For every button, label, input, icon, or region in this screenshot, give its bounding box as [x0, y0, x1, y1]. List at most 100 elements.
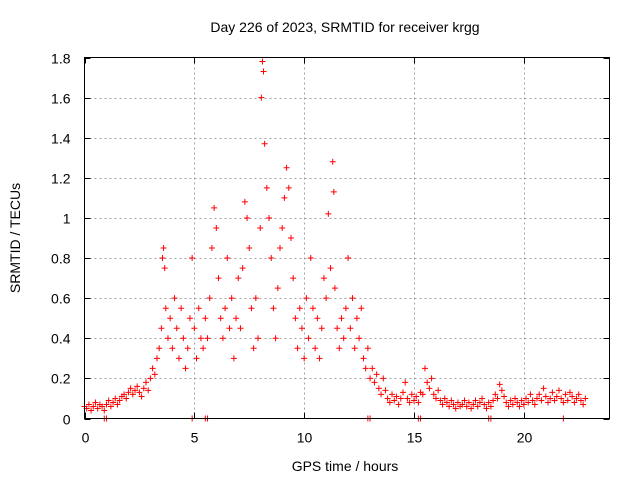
data-point — [266, 214, 273, 221]
data-point — [507, 397, 514, 404]
data-point — [476, 399, 483, 406]
data-point — [255, 335, 262, 342]
x-tick-label: 10 — [297, 430, 313, 446]
data-point — [432, 395, 439, 402]
data-point — [239, 265, 246, 272]
data-point — [85, 401, 92, 408]
data-point — [454, 399, 461, 406]
x-tick-label: 0 — [82, 430, 90, 446]
data-point — [329, 158, 336, 165]
data-point — [395, 401, 402, 408]
data-point — [544, 399, 551, 406]
data-point — [244, 214, 251, 221]
data-point — [358, 305, 365, 312]
data-point — [531, 401, 538, 408]
data-points — [81, 58, 589, 422]
data-point — [125, 389, 132, 396]
data-point — [228, 295, 235, 302]
data-point — [208, 245, 215, 252]
data-point — [325, 210, 332, 217]
data-point — [562, 391, 569, 398]
data-point — [410, 397, 417, 404]
data-point — [540, 385, 547, 392]
data-point — [285, 184, 292, 191]
data-point — [195, 305, 202, 312]
data-point — [114, 401, 121, 408]
data-point — [512, 395, 519, 402]
data-point — [136, 389, 143, 396]
data-point — [439, 401, 446, 408]
data-point — [250, 345, 257, 352]
data-point — [474, 403, 481, 410]
data-point — [191, 325, 198, 332]
data-point — [450, 401, 457, 408]
data-point — [461, 397, 468, 404]
data-point — [110, 399, 117, 406]
data-point — [312, 345, 319, 352]
data-point — [167, 315, 174, 322]
data-point — [180, 335, 187, 342]
data-point — [571, 399, 578, 406]
y-tick-label: 1.6 — [51, 91, 71, 107]
data-point — [272, 335, 279, 342]
data-point — [386, 399, 393, 406]
data-point — [340, 335, 347, 342]
data-point — [338, 315, 345, 322]
data-point — [270, 305, 277, 312]
data-point — [408, 391, 415, 398]
data-point — [316, 355, 323, 362]
data-point — [294, 345, 301, 352]
data-point — [573, 395, 580, 402]
data-point — [261, 140, 268, 147]
data-point — [184, 345, 191, 352]
data-point — [505, 403, 512, 410]
data-point — [356, 335, 363, 342]
data-point — [237, 325, 244, 332]
chart-title: Day 226 of 2023, SRMTID for receiver krg… — [210, 19, 479, 35]
data-point — [116, 397, 123, 404]
data-point — [518, 397, 525, 404]
data-point — [217, 315, 224, 322]
data-point — [459, 401, 466, 408]
data-point — [470, 401, 477, 408]
data-point — [259, 58, 266, 65]
data-point — [230, 355, 237, 362]
data-point — [222, 305, 229, 312]
data-point — [175, 355, 182, 362]
data-point — [145, 387, 152, 394]
data-point — [424, 379, 431, 386]
data-point — [233, 315, 240, 322]
grid — [84, 57, 610, 419]
data-point — [331, 285, 338, 292]
data-point — [485, 399, 492, 406]
data-point — [490, 397, 497, 404]
data-point — [406, 399, 413, 406]
data-point — [147, 375, 154, 382]
x-tick-label: 15 — [407, 430, 423, 446]
data-point — [516, 403, 523, 410]
data-point — [305, 335, 312, 342]
data-point — [393, 393, 400, 400]
axis-ticks — [84, 57, 610, 420]
data-point — [527, 391, 534, 398]
y-tick-label: 1.4 — [51, 131, 71, 147]
data-point — [426, 385, 433, 392]
data-point — [487, 403, 494, 410]
data-point — [123, 395, 130, 402]
data-point — [156, 345, 163, 352]
data-point — [309, 305, 316, 312]
data-point — [446, 403, 453, 410]
plot-frame — [84, 57, 610, 419]
data-point — [301, 355, 308, 362]
data-point — [206, 295, 213, 302]
data-point — [204, 335, 211, 342]
data-point — [226, 325, 233, 332]
data-point — [452, 405, 459, 412]
data-point — [160, 245, 167, 252]
data-point — [468, 405, 475, 412]
data-point — [252, 295, 259, 302]
data-point — [509, 401, 516, 408]
data-point — [582, 395, 589, 402]
data-point — [283, 164, 290, 171]
